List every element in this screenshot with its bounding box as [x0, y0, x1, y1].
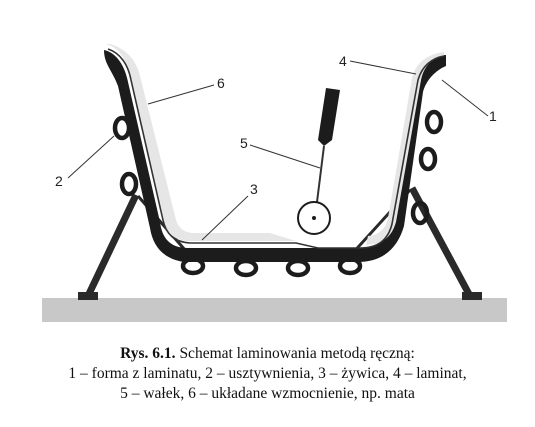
laminate-layer [107, 48, 445, 249]
callout-3-number: 3 [250, 181, 258, 197]
roller-handle [318, 88, 340, 146]
roller [297, 88, 340, 235]
callout-6-number: 6 [217, 75, 225, 91]
ground-base [42, 298, 507, 322]
mold-stand [78, 186, 482, 300]
caption-legend-line-1: 1 – forma z laminatu, 2 – usztywnienia, … [68, 365, 467, 382]
callout-2-number: 2 [55, 173, 63, 189]
caption-title-line: Rys. 6.1. Schemat laminowania metodą ręc… [0, 344, 535, 364]
callout-4-number: 4 [339, 53, 347, 69]
callout-5-number: 5 [240, 135, 248, 151]
callout-1-number: 1 [489, 108, 497, 124]
caption-title: Schemat laminowania metodą ręczną: [179, 345, 415, 362]
figure-caption: Rys. 6.1. Schemat laminowania metodą ręc… [0, 344, 535, 404]
caption-legend-line-2: 5 – wałek, 6 – układane wzmocnienie, np.… [120, 385, 415, 402]
figure-label: Rys. 6.1. [120, 345, 176, 362]
hand-lay-up-diagram: 1 2 3 4 5 6 [42, 44, 507, 322]
callout-leaders [67, 60, 489, 241]
